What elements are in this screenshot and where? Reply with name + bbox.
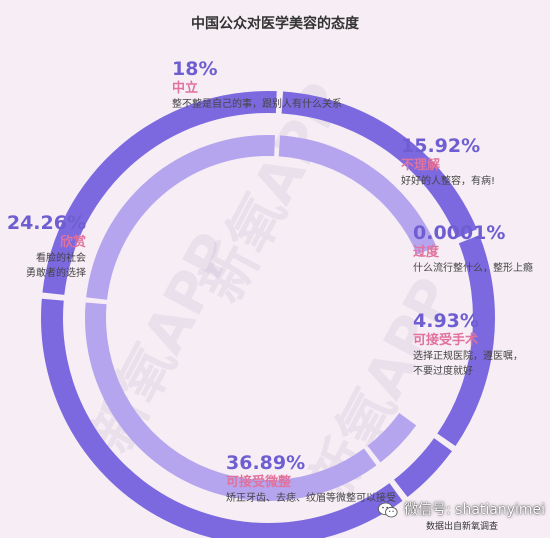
description: 不要过度就好	[413, 366, 473, 377]
description: 选择正规医院，遵医嘱，	[413, 351, 523, 362]
ring-segment-5	[42, 90, 277, 295]
callout-surgery: 4.93% 可接受手术 选择正规医院，遵医嘱， 不要过度就好	[413, 310, 523, 379]
callout-neutral: 18% 中立 整不整是自己的事，跟别人有什么关系	[172, 58, 342, 112]
callout-not-understand: 15.92% 不理解 好好的人整容，有病!	[401, 135, 495, 189]
description: 整不整是自己的事，跟别人有什么关系	[172, 99, 342, 110]
inner-segment-0	[278, 135, 437, 255]
callout-micro: 36.89% 可接受微整 矫正牙齿、去痣、纹眉等微整可以接受	[226, 452, 396, 506]
description: 矫正牙齿、去痣、纹眉等微整可以接受	[226, 493, 396, 504]
ring-segment-1	[437, 235, 495, 446]
category-label: 可接受手术	[413, 333, 479, 348]
category-label: 不理解	[401, 158, 441, 173]
description: 好好的人整容，有病!	[401, 176, 496, 187]
inner-segment-5	[86, 135, 276, 300]
category-label: 欣赏	[59, 235, 86, 250]
percent-label: 18%	[172, 58, 218, 80]
description: 看脸的社会	[36, 253, 86, 264]
wechat-icon	[378, 502, 398, 518]
inner-segment-3	[367, 413, 417, 463]
category-label: 可接受微整	[226, 475, 292, 490]
category-label: 过度	[413, 245, 440, 260]
callout-excessive: 0.0001% 过度 什么流行整什么，整形上瘾	[413, 222, 533, 276]
percent-label: 4.93%	[413, 310, 479, 332]
ring-segment-3	[394, 438, 452, 498]
chart-title: 中国公众对医学美容的态度	[191, 16, 359, 32]
percent-label: 15.92%	[401, 135, 481, 157]
category-label: 中立	[172, 81, 199, 96]
brand-footer: 微信号: shatianyimei 数据出自新氧调查	[376, 498, 546, 532]
percent-label: 24.26%	[6, 212, 86, 234]
percent-label: 0.0001%	[413, 222, 506, 244]
description: 勇敢者的选择	[26, 268, 86, 279]
callout-admire: 24.26% 欣赏 看脸的社会 勇敢者的选择	[7, 212, 86, 281]
percent-label: 36.89%	[226, 452, 306, 474]
wechat-id: 微信号: shatianyimei	[404, 502, 546, 518]
description: 什么流行整什么，整形上瘾	[413, 263, 533, 274]
ring-segment-4	[41, 298, 403, 538]
inner-segment-4	[85, 302, 377, 501]
ring-segment-0	[281, 91, 477, 238]
data-source: 数据出自新氧调查	[426, 522, 499, 532]
